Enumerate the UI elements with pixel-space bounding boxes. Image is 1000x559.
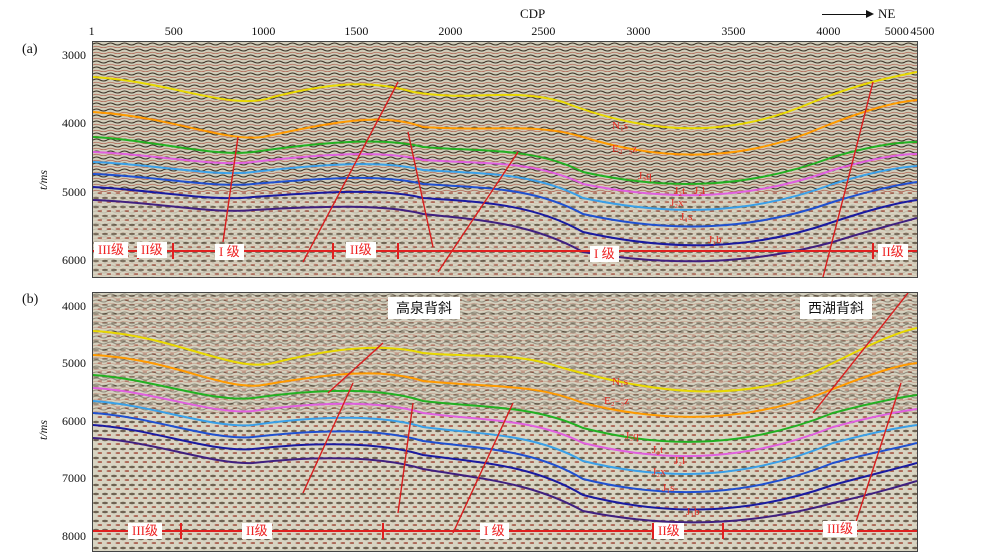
x-tick-label: 2000 (438, 24, 463, 38)
horizon-label: J₁s (662, 482, 675, 494)
grade-label: III级 (128, 523, 162, 539)
horizon-line (93, 327, 917, 393)
horizon-line (93, 161, 917, 211)
horizon-line (93, 99, 917, 156)
grade-label: II级 (137, 242, 167, 258)
horizon-label: J₁b (708, 234, 722, 246)
panel-b-y-axis-label: t/ms (36, 419, 50, 440)
structure-label-gaoquan: 高泉背斜 (388, 297, 460, 319)
horizon-label: N₁s (612, 376, 629, 388)
y-tick-label: 7000 (62, 471, 86, 485)
x-axis-title: CDP (520, 6, 546, 21)
direction-label: NE (878, 6, 896, 21)
horizon-label: J₂x (652, 466, 666, 478)
horizon-line (93, 136, 917, 185)
fault-line (302, 382, 354, 494)
direction-arrow-line (822, 14, 870, 15)
grade-label: I 级 (215, 244, 244, 260)
y-tick-label: 3000 (62, 48, 86, 62)
horizon-line (93, 354, 917, 418)
x-tick-label: 4000 (816, 24, 841, 38)
y-tick-label: 6000 (62, 253, 86, 267)
panel-a-y-axis-label: t/ms (36, 169, 50, 190)
horizon-line (93, 71, 917, 130)
fault-line (822, 81, 874, 277)
structure-label-xihu: 西湖背斜 (800, 297, 872, 319)
panel-a-seismic-section (92, 41, 918, 278)
horizon-label: E₂₋₃z (604, 395, 630, 407)
y-tick-label: 4000 (62, 116, 86, 130)
panel-a-label: (a) (22, 42, 38, 57)
x-tick-label: 1000 (251, 24, 276, 38)
fault-line (852, 382, 902, 532)
x-tick-label: 2500 (531, 24, 556, 38)
fault-line (327, 342, 384, 394)
horizon-label: J₃q (625, 430, 639, 442)
fault-line (222, 136, 239, 243)
panel-a-svg (93, 42, 917, 277)
grade-label: II级 (654, 523, 684, 539)
horizon-line (93, 437, 917, 524)
panel-b-seismic-section (92, 292, 918, 552)
fault-line (397, 402, 414, 514)
horizon-label: J₂l (674, 455, 686, 467)
horizon-label: N₁s (612, 120, 629, 132)
arrow-right-icon (866, 10, 874, 18)
x-tick-label: 4500 (910, 24, 935, 38)
grade-label: I 级 (480, 523, 509, 539)
horizon-line (93, 424, 917, 511)
grade-label: II级 (242, 523, 272, 539)
grade-label: II级 (878, 244, 908, 260)
horizon-label: J₂t (674, 185, 686, 197)
x-tick-label: 3500 (721, 24, 746, 38)
x-tick-label: 3000 (626, 24, 651, 38)
y-tick-label: 8000 (62, 529, 86, 543)
horizon-line (93, 400, 917, 475)
horizon-line (93, 151, 917, 197)
grade-label: III级 (94, 242, 128, 258)
horizon-line (93, 199, 917, 263)
y-tick-label: 5000 (62, 185, 86, 199)
grade-label: III级 (823, 521, 857, 537)
horizon-label: J₂t (652, 444, 664, 456)
fault-line (812, 293, 909, 414)
panel-b-svg (93, 293, 917, 551)
horizon-label: J₂l (694, 185, 706, 197)
grade-label: II级 (346, 242, 376, 258)
x-tick-label: 5000 (884, 24, 909, 38)
horizon-line (93, 173, 917, 228)
x-tick-label: 500 (164, 24, 183, 38)
y-tick-label: 5000 (62, 356, 86, 370)
horizon-label: J₂x (670, 197, 684, 209)
y-tick-label: 4000 (62, 299, 86, 313)
horizon-line (93, 412, 917, 494)
fault-line (452, 402, 514, 534)
horizon-line (93, 387, 917, 458)
horizon-label: J₁s (680, 211, 693, 223)
x-tick-label: 1500 (344, 24, 369, 38)
grade-label: I 级 (590, 246, 619, 262)
horizon-line (93, 186, 917, 247)
y-tick-label: 6000 (62, 414, 86, 428)
fault-line (407, 131, 434, 248)
x-tick-label: 1 (88, 24, 95, 38)
horizon-line (93, 374, 917, 443)
horizon-label: J₃q (638, 170, 652, 182)
fault-line (302, 81, 399, 263)
horizon-label: J₁b (686, 506, 700, 518)
horizon-label: E₂₋₃z (612, 143, 638, 155)
panel-b-label: (b) (22, 292, 39, 307)
